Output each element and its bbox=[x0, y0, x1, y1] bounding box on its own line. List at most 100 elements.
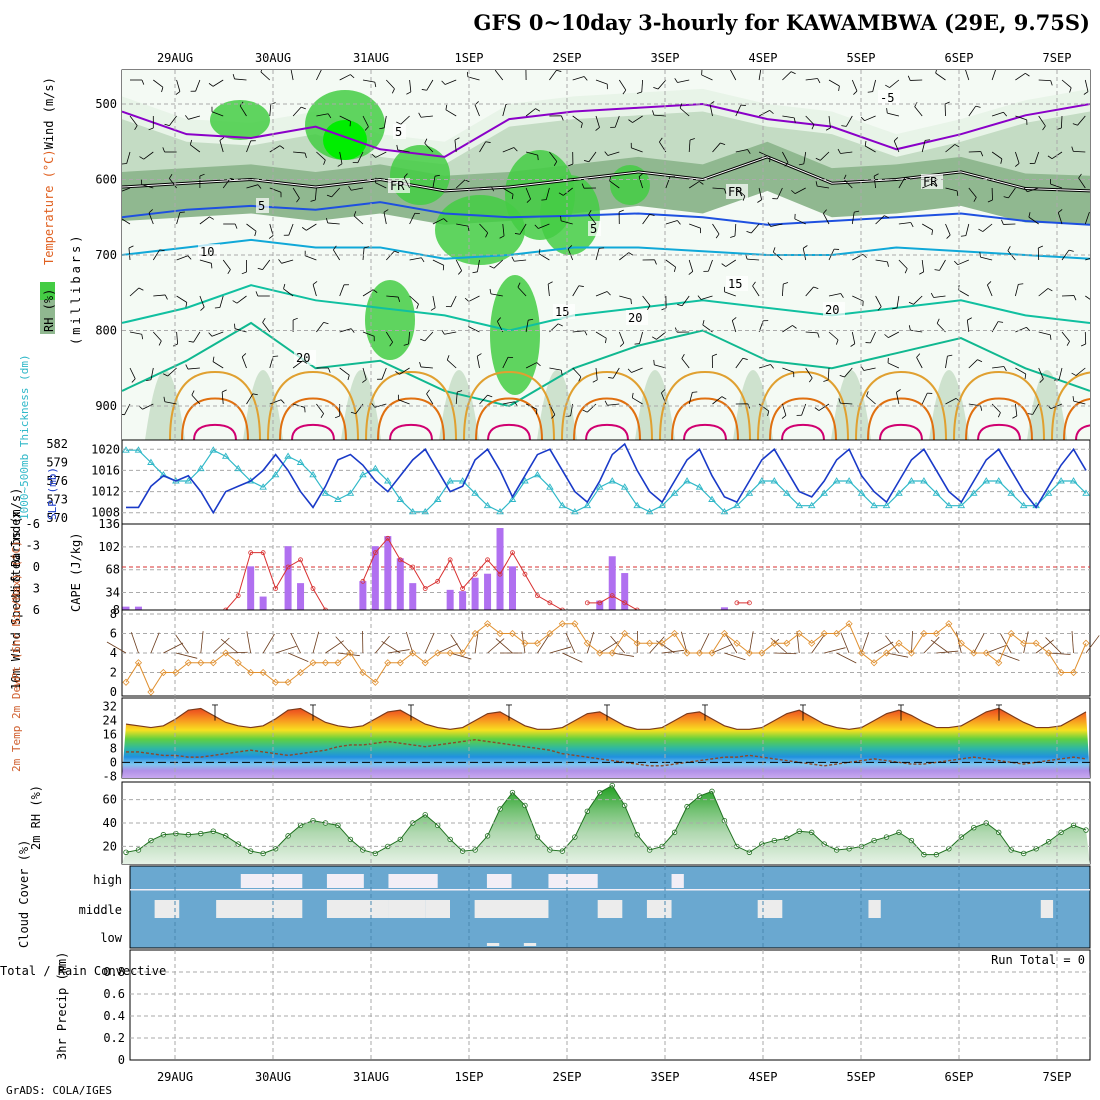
thickness-point bbox=[496, 507, 504, 515]
wind-barb-flag bbox=[379, 127, 385, 130]
wind-barb-10m bbox=[106, 641, 127, 654]
cape-bar bbox=[459, 591, 467, 610]
wind-barb bbox=[572, 115, 583, 124]
thickness-point bbox=[508, 495, 517, 502]
wind-barb-flag bbox=[907, 75, 911, 81]
wind-barb-flag bbox=[697, 295, 702, 300]
precip-panel: 0 0.2 0.4 0.6 0.8 Run Total = 0 3hr Precip (… bbox=[0, 949, 1091, 1067]
run-total: Run Total = 0 bbox=[991, 953, 1085, 967]
wind-barb bbox=[153, 79, 164, 88]
thickness-point bbox=[209, 446, 218, 453]
wind-barb-flag bbox=[936, 318, 940, 324]
cloud-axis-label: Cloud Cover (%) bbox=[17, 840, 31, 948]
wind-barb-flag bbox=[925, 139, 931, 141]
thickness-point bbox=[134, 446, 143, 453]
warm-contour bbox=[671, 397, 739, 440]
wind-barb-flag bbox=[628, 119, 633, 123]
wind-barb-flag bbox=[1049, 334, 1052, 340]
thickness-point bbox=[384, 477, 392, 484]
wind-barb bbox=[681, 295, 690, 306]
wind-barb-flag bbox=[1026, 327, 1031, 332]
warm-contour bbox=[291, 423, 335, 440]
wind-barb bbox=[945, 223, 951, 236]
wind-barb-flag bbox=[798, 163, 804, 166]
wind-barb bbox=[619, 252, 630, 261]
li-point bbox=[273, 586, 279, 591]
wind-barb-flag bbox=[584, 330, 588, 336]
wind-barb bbox=[262, 259, 271, 270]
wind-barb bbox=[712, 187, 725, 190]
wind-barb bbox=[735, 104, 742, 117]
wind-barb-flag bbox=[374, 82, 377, 88]
wind-barb-flag bbox=[560, 215, 562, 221]
wind-barb bbox=[525, 403, 538, 410]
wind-barb bbox=[362, 115, 369, 127]
wind-barb-flag bbox=[862, 254, 867, 258]
wind-speed-point bbox=[708, 649, 716, 657]
wind-barb bbox=[735, 149, 748, 153]
warm-contour bbox=[279, 397, 347, 440]
pressure-tick: 600 bbox=[95, 172, 117, 186]
wind-barb bbox=[665, 259, 676, 268]
wind-barb-flag bbox=[189, 139, 193, 145]
wind-barb-flag bbox=[677, 220, 681, 225]
wind-barb-flag bbox=[653, 359, 655, 365]
wind-barb bbox=[910, 329, 923, 333]
wind-barb bbox=[331, 187, 340, 198]
wind-barb bbox=[129, 115, 138, 126]
wind-barb-10m bbox=[495, 638, 513, 654]
wind-barb bbox=[444, 331, 457, 335]
wind-barb-flag bbox=[191, 390, 195, 396]
wind-barb bbox=[246, 140, 252, 153]
wind-barb bbox=[965, 70, 970, 81]
wind-barb-10m bbox=[220, 638, 239, 654]
thickness-point bbox=[421, 507, 430, 515]
cape-tick: 8 bbox=[113, 603, 120, 617]
thickness-point bbox=[408, 507, 417, 515]
thickness-point bbox=[845, 477, 853, 484]
wind-barb-flag bbox=[175, 91, 181, 95]
wind-barb-flag bbox=[526, 66, 531, 68]
wind-barb bbox=[493, 259, 504, 269]
wind-barb-flag bbox=[241, 353, 247, 358]
wind-barb-flag bbox=[1097, 256, 1100, 260]
cape-axis: -6 -3 0 3 6 34 68 102 136 8 bbox=[26, 517, 120, 617]
wind-barb-10m bbox=[163, 642, 184, 654]
wind-barb bbox=[688, 181, 700, 189]
wind-barb-flag bbox=[446, 355, 450, 361]
wind-barb-10m bbox=[375, 635, 390, 654]
wind-barb-flag bbox=[1071, 372, 1077, 376]
wind-barb-flag bbox=[1072, 123, 1078, 126]
thickness-point bbox=[832, 477, 841, 484]
date-label-top: 2SEP bbox=[553, 51, 582, 65]
contour-label: 5 bbox=[395, 125, 402, 139]
wind-barb-flag bbox=[241, 271, 247, 275]
date-label-bottom: 7SEP bbox=[1043, 1070, 1072, 1084]
wind-barb-flag bbox=[421, 89, 427, 91]
cloud-middle bbox=[868, 900, 881, 918]
wind-barb-flag bbox=[464, 297, 470, 302]
wind-barb-10m bbox=[175, 652, 198, 659]
wind-barb bbox=[1038, 115, 1046, 127]
wind-barb-flag bbox=[730, 66, 733, 70]
wind-barb-flag bbox=[674, 78, 678, 83]
wind-barb-flag bbox=[426, 389, 430, 395]
wind-barb-flag bbox=[328, 367, 331, 373]
wind-barb bbox=[269, 145, 281, 153]
li-point bbox=[397, 557, 403, 563]
bottom-date-axis: 29AUG 30AUG 31AUG 1SEP 2SEP 3SEP 4SEP 5SEP 6SEP 7… bbox=[157, 1070, 1072, 1084]
wind-barb bbox=[432, 176, 436, 189]
wind-tick: 8 bbox=[110, 607, 117, 621]
wind-barb bbox=[1050, 183, 1063, 189]
wind-barb-flag bbox=[931, 229, 933, 236]
wind-barb-flag bbox=[654, 259, 657, 265]
li-point bbox=[235, 593, 241, 599]
wind-barb-flag bbox=[578, 285, 584, 287]
wind-barb bbox=[420, 366, 433, 369]
wind-barb-flag bbox=[692, 391, 698, 393]
wind-barb bbox=[246, 223, 257, 232]
wind-barb bbox=[773, 251, 783, 261]
wind-barb bbox=[712, 396, 723, 405]
wind-barb bbox=[700, 295, 713, 300]
